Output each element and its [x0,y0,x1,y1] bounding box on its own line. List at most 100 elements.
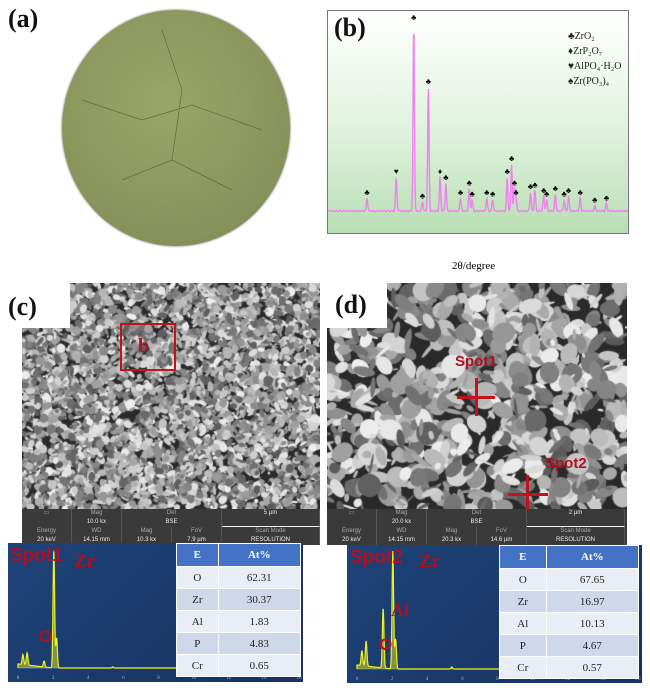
table-row: Cr 0.65 [176,654,302,677]
peak-marker: ♣ [411,13,417,22]
peak-marker: ♥ [394,167,399,176]
peak-marker: ♣ [426,77,432,86]
x-tick-label: 16 [297,676,303,681]
table-cell: P [499,634,547,657]
table-row: Zr 16.97 [499,590,640,613]
sem-param: Energy 20 keV [22,527,72,545]
sample-disk-photo [62,10,290,246]
x-tick-label: 14 [600,677,606,682]
peak-marker: ♣ [553,184,559,193]
column-header: At% [545,545,640,569]
table-row: Al 10.13 [499,612,640,635]
sem-param: Mag 10.0 kx [72,509,122,527]
table-row: O 67.65 [499,568,640,591]
peak-marker: ♣ [592,195,598,204]
xrd-pattern-line [328,33,628,213]
composition-table-spot2: E At% O 67.65 Zr 16.97 Al 10.13 P 4.67 Cr 0.57 [499,545,640,679]
sem-param: Mag 20.3 kx [427,527,477,545]
table-cell: 62.31 [217,566,302,589]
x-tick-label: 10 [530,677,536,682]
composition-table-spot1: E At% O 62.31 Zr 30.37 Al 1.83 P 4.83 Cr 0.65 [176,543,302,677]
peak-marker: ♣ [420,192,426,201]
table-cell: 0.65 [217,654,302,677]
table-cell: 16.97 [545,590,640,613]
table-cell: 4.83 [217,632,302,655]
x-tick-label: 6 [461,677,464,682]
sem-param: Mag 10.3 kx [122,527,172,545]
sem-param: Scan Mode RESOLUTION [222,527,320,545]
table-cell: O [499,568,547,591]
peak-marker: ♣ [544,190,550,199]
table-cell: 4.67 [545,634,640,657]
peak-marker: ♣ [604,193,610,202]
sem-param: Mag 20.0 kx [377,509,427,527]
sem-logo-icon: ▭ [22,509,72,527]
table-cell: Zr [176,588,219,611]
peak-marker: ♣ [566,186,572,195]
panel-label-c: (c) [8,292,37,321]
spot1-label: Spot1 [455,353,497,370]
peak-marker: ♦ [438,167,442,176]
table-cell: 1.83 [217,610,302,633]
legend-entry: ♥AlPO₄·H₂O [568,61,622,72]
x-tick-label: 8 [157,676,160,681]
x-tick-label: 2 [52,676,55,681]
scale-bar: 2 µm [527,509,625,527]
sem-param: Det BSE [122,509,222,527]
table-cell: Cr [499,656,547,679]
x-tick-label: 6 [122,676,125,681]
sem-param: Scan Mode RESOLUTION [527,527,625,545]
panel-label-d: (d) [335,290,367,319]
peak-marker: ♣ [513,188,519,197]
peak-marker: ♣ [528,182,534,191]
eds-spectrum-spot2: 0 2 4 6 8 10 12 14 16 Spot2 Zr Al O E At% O 67.65 Zr… [347,545,642,683]
x-tick-label: 12 [226,676,232,681]
table-cell: O [176,566,219,589]
table-cell: Zr [499,590,547,613]
panel-label-a: (a) [8,4,39,33]
column-header: E [499,545,547,569]
table-row: Al 1.83 [176,610,302,633]
sem-logo-icon: ▭ [327,509,377,527]
peak-marker: ♣ [484,188,490,197]
x-tick-label: 16 [636,677,642,682]
xrd-chart: (b) ♣ ♥ ♣ ♣ ♣ ♦ ♣ ♣ ♣ ♣ ♣ ♣ ♣ ♣ ♣ ♣ ♣ ♣ ♣ ♣ ♣ ♣ ♣ ♣ ♣ ♣ ♣ZrO₂ ♦ZrP… [327,10,629,234]
table-cell: 30.37 [217,588,302,611]
chart-legend: ♣ZrO₂ ♦ZrP₂O₇ ♥AlPO₄·H₂O ♠Zr(PO₃)₄ [568,29,621,89]
zoom-region-box: b [120,323,176,371]
table-cell: Al [176,610,219,633]
scale-bar: 5 µm [222,509,320,527]
peak-marker: ♣ [578,188,584,197]
peak-marker: ♣ [505,167,511,176]
peak-marker: ♣ [509,154,515,163]
legend-entry: ♠Zr(PO₃)₄ [568,76,610,87]
table-row: Cr 0.57 [499,656,640,679]
peak-marker: ♣ [490,190,496,199]
sem-param: Det BSE [427,509,527,527]
x-axis-label: 2θ/degree [452,260,496,272]
x-tick-label: 4 [426,677,429,682]
x-tick-label: 10 [191,676,197,681]
x-tick-label: 12 [565,677,571,682]
sem-param: WD 14.15 mm [72,527,122,545]
x-tick-label: 8 [496,677,499,682]
x-tick-label: 2 [391,677,394,682]
table-cell: Al [499,612,547,635]
x-tick-label: 4 [87,676,90,681]
panel-label-b: (b) [334,13,366,42]
peak-marker: ♣ [470,190,476,199]
table-row: O 62.31 [176,566,302,589]
peak-marker: ♣ [458,188,464,197]
table-cell: P [176,632,219,655]
sem-param: Energy 20 keV [327,527,377,545]
peak-marker: ♣ [443,173,449,182]
column-header: At% [217,543,302,567]
sem-image-c [22,283,320,509]
peak-marker: ♣ [562,190,568,199]
x-tick-label: 0 [17,676,20,681]
sem-info-bar-d: ▭ Mag 20.0 kx Det BSE 2 µm Energy 20 keV WD 14.15… [327,509,627,545]
spot2-label: Spot2 [545,455,587,472]
sem-param: WD 14.15 mm [377,527,427,545]
peak-marker: ♣ [364,188,370,197]
column-header: E [176,543,219,567]
